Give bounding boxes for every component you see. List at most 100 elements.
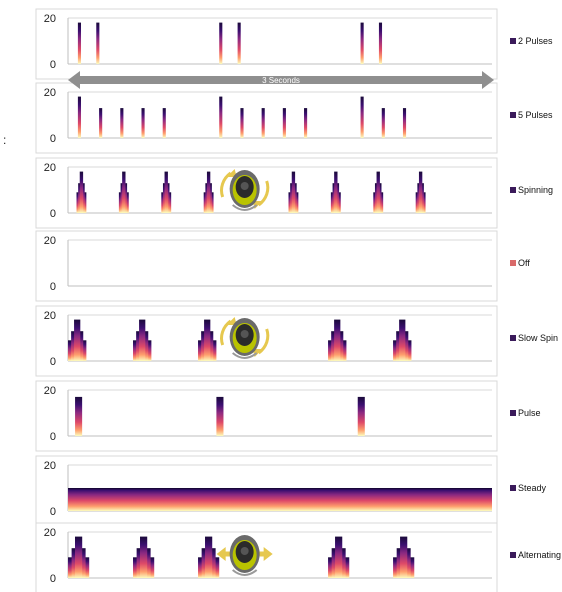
pulse-bar	[77, 96, 82, 138]
motion-arrowhead	[263, 547, 273, 561]
spin-burst	[164, 171, 168, 213]
legend-label: Spinning	[518, 185, 553, 195]
y-tick-label: 20	[44, 235, 56, 247]
pulse-bar	[77, 22, 82, 65]
chart-panel: 0 20 3 Seconds 5 Pulses	[35, 71, 553, 154]
panel-frame	[35, 230, 498, 302]
pulse-bar	[378, 22, 383, 65]
pulse-bar	[357, 396, 365, 436]
y-tick-label: 0	[50, 431, 56, 443]
motion-arc	[257, 180, 270, 207]
arrowhead-left	[68, 71, 80, 89]
spin-burst	[74, 319, 81, 361]
motion-arc	[257, 328, 270, 355]
pulse-bar	[216, 396, 224, 436]
pulse-bar	[282, 108, 286, 138]
y-tick-label: 20	[44, 460, 56, 472]
legend-swatch	[510, 112, 516, 118]
spin-burst	[205, 536, 213, 578]
y-tick-label: 20	[44, 310, 56, 322]
chart-panel: 0 20 Alternating	[35, 522, 561, 592]
legend-label: Alternating	[518, 550, 561, 560]
legend-swatch	[510, 260, 516, 266]
pulse-bar	[141, 108, 145, 138]
legend-label: Slow Spin	[518, 333, 558, 343]
pulse-bar	[162, 108, 166, 138]
chart-panel: 0 20 Slow Spin	[35, 305, 558, 377]
pulse-bar	[120, 108, 124, 138]
panel-frame	[35, 8, 498, 80]
pulse-bar	[219, 96, 223, 138]
device-base	[232, 352, 258, 359]
legend-label: 2 Pulses	[518, 36, 553, 46]
spin-burst	[291, 171, 296, 213]
motion-arc	[220, 171, 232, 198]
legend-label: 5 Pulses	[518, 110, 553, 120]
y-tick-label: 0	[50, 59, 56, 71]
pulse-bar	[99, 108, 103, 138]
double-arrow-icon	[68, 71, 494, 89]
motion-arrowhead	[216, 547, 226, 561]
steady-band	[68, 488, 492, 511]
pulse-bar	[360, 22, 364, 65]
pulse-bar	[261, 108, 265, 138]
y-tick-label: 0	[50, 208, 56, 220]
spin-burst	[139, 319, 146, 361]
legend-swatch	[510, 335, 516, 341]
arrowhead-right	[482, 71, 494, 89]
legend-swatch	[510, 552, 516, 558]
pulse-bar	[381, 108, 385, 138]
legend-swatch	[510, 38, 516, 44]
spin-burst	[79, 171, 84, 213]
spinning-device-icon	[220, 169, 270, 211]
pulse-bar	[402, 108, 407, 138]
y-tick-label: 0	[50, 281, 56, 293]
duration-label: 3 Seconds	[262, 76, 300, 85]
spin-burst	[335, 536, 343, 578]
motion-arrowhead	[226, 317, 237, 325]
y-tick-label: 0	[50, 133, 56, 145]
alternating-device-icon	[216, 535, 273, 576]
pulse-bar	[96, 22, 100, 65]
chart-panel: 0 20 Pulse	[35, 380, 541, 452]
panel-frame	[35, 82, 498, 154]
panel-frame	[35, 380, 498, 452]
y-tick-label: 20	[44, 87, 56, 99]
spin-burst	[399, 319, 406, 361]
y-tick-label: 0	[50, 573, 56, 585]
y-tick-label: 0	[50, 506, 56, 518]
legend-swatch	[510, 485, 516, 491]
spin-burst	[122, 171, 126, 213]
spin-burst	[204, 319, 211, 361]
device-lens	[240, 330, 249, 338]
arrow-shaft	[78, 76, 484, 84]
legend-swatch	[510, 410, 516, 416]
chart-panel: 0 20 Spinning	[35, 157, 553, 229]
spinning-device-icon	[220, 317, 270, 359]
spin-burst	[400, 536, 408, 578]
y-tick-label: 0	[50, 356, 56, 368]
y-tick-label: 20	[44, 385, 56, 397]
spin-burst	[74, 536, 83, 578]
y-tick-label: 20	[44, 162, 56, 174]
spin-burst	[334, 319, 341, 361]
motion-arc	[220, 319, 232, 346]
y-tick-label: 20	[44, 13, 56, 25]
chart-panel: 0 20 Off	[35, 230, 530, 302]
legend-label: Pulse	[518, 408, 541, 418]
spin-burst	[376, 171, 380, 213]
stray-colon: :	[3, 133, 7, 147]
pulse-bar	[75, 396, 83, 436]
y-tick-label: 20	[44, 527, 56, 539]
chart-panel: 0 20 2 Pulses	[35, 8, 553, 80]
device-base	[232, 204, 258, 211]
spin-burst	[206, 171, 211, 213]
chart-panel: 0 20 Steady	[35, 455, 547, 527]
legend-label: Steady	[518, 483, 547, 493]
spin-burst	[418, 171, 423, 213]
pulse-bar	[237, 22, 241, 65]
legend-label: Off	[518, 258, 530, 268]
pulse-bar	[219, 22, 223, 65]
legend-swatch	[510, 187, 516, 193]
